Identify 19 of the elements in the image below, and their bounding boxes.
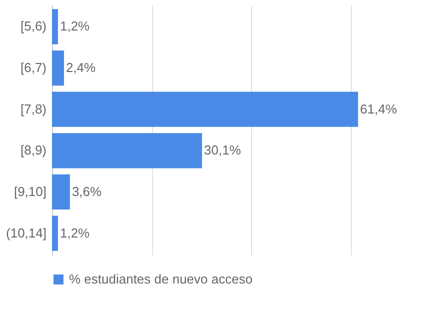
bar <box>52 92 358 127</box>
bar <box>52 174 70 210</box>
y-tick-label: [5,6) <box>20 18 46 34</box>
bar <box>52 133 202 168</box>
bar <box>52 216 58 251</box>
data-label: 2,4% <box>66 60 96 76</box>
data-label: 61,4% <box>360 101 398 116</box>
data-label: 1,2% <box>60 18 90 34</box>
data-label: 1,2% <box>60 225 90 240</box>
data-label: 30,1% <box>204 142 242 158</box>
y-tick-label: [8,9) <box>20 142 46 158</box>
y-tick-label: [6,7) <box>20 60 46 76</box>
y-tick-label: (10,14] <box>6 225 46 240</box>
bar <box>52 50 64 86</box>
legend-label: % estudiantes de nuevo acceso <box>69 272 253 286</box>
data-label: 3,6% <box>72 184 102 199</box>
y-tick-label: [7,8) <box>20 101 46 116</box>
y-tick-label: [9,10] <box>14 184 46 199</box>
bar <box>52 9 58 44</box>
